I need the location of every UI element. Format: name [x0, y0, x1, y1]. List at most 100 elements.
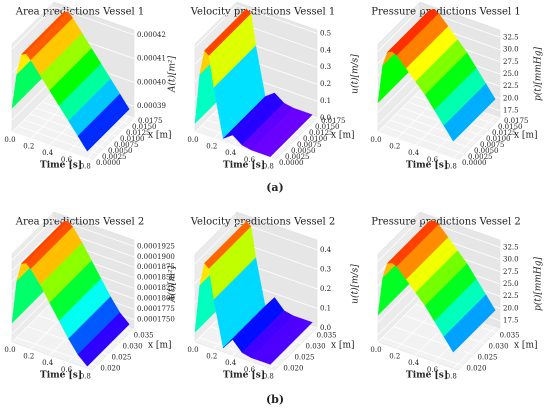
grid-line	[377, 89, 421, 133]
x-axis-label: Time [s]	[40, 161, 82, 171]
z-tick-label: 30.0	[503, 256, 519, 264]
x-tick-label: 0.8	[263, 372, 274, 380]
z-tick-label: 0.0001900	[137, 253, 175, 261]
z-tick-label: 20.0	[503, 94, 519, 102]
panel: Area predictions Vessel 2 0.0001750 0.0001…	[4, 211, 178, 381]
z-tick-label: 0.0001750	[137, 316, 175, 324]
chart-title: Pressure predictions Vessel 2	[371, 217, 520, 228]
z-axis-label: p(t)[mmHg]	[533, 46, 544, 101]
z-tick-label: 0.0001875	[137, 263, 175, 271]
panel: Velocity predictions Vessel 2 0.0 0.1 0.2 0.…	[187, 211, 361, 381]
z-tick-label: 0.0	[320, 114, 331, 122]
x-tick-label: 0.0	[4, 136, 15, 144]
x-tick-label: 0.2	[389, 353, 400, 361]
surface-strip	[443, 118, 461, 142]
surface-strip	[260, 353, 278, 365]
x-tick-label: 0.4	[42, 359, 54, 367]
surface-strip	[260, 146, 278, 157]
x-tick-label: 0.6	[244, 156, 256, 164]
grid-line	[11, 6, 135, 50]
y-tick-label: 0.0150	[315, 123, 340, 131]
z-tick-label: 17.5	[503, 107, 519, 115]
grid-line	[11, 131, 93, 161]
y-tick-label: 0.0125	[309, 129, 334, 137]
z-axis-label: A(t)[m²]	[167, 265, 178, 303]
surface-strip	[77, 347, 95, 367]
grid-line	[11, 299, 55, 343]
x-tick-label: 0.0	[187, 346, 198, 354]
x-tick-label: 0.4	[225, 149, 237, 157]
grid-line	[11, 228, 135, 272]
chart-title: Area predictions Vessel 2	[15, 217, 145, 228]
y-tick-label: 0.0175	[504, 117, 529, 125]
z-axis-label: A(t)[m²]	[167, 55, 178, 93]
z-tick-label: 17.5	[503, 317, 519, 325]
x-tick-label: 0.8	[446, 372, 457, 380]
y-tick-label: 0.0025	[102, 153, 127, 161]
x-tick-label: 0.4	[42, 149, 54, 157]
chart-title: Pressure predictions Vessel 1	[371, 7, 520, 18]
grid-line	[453, 326, 496, 369]
surface-strip	[443, 329, 461, 353]
y-tick-label: 0.0100	[303, 135, 328, 143]
x-axis-label: Time [s]	[406, 161, 448, 171]
y-axis-label: x [m]	[331, 131, 355, 141]
y-tick-label: 0.0175	[321, 117, 346, 125]
panel: Area predictions Vessel 1 0.00039 0.00040 0…	[4, 1, 178, 171]
x-tick-label: 0.8	[80, 162, 91, 170]
x-tick-label: 0.2	[23, 353, 34, 361]
y-tick-label: 0.030	[306, 342, 326, 350]
grid-line	[377, 131, 459, 161]
x-tick-label: 0.8	[80, 372, 91, 380]
grid-line	[270, 326, 313, 369]
grid-line	[395, 113, 477, 143]
chart-title: Velocity predictions Vessel 1	[190, 7, 336, 18]
x-tick-label: 0.6	[427, 366, 439, 374]
panel: Pressure predictions Vessel 2 17.5 20.0 22.…	[370, 211, 544, 381]
y-tick-label: 0.0025	[285, 153, 310, 161]
grid-line	[194, 4, 318, 48]
x-tick-label: 0.8	[263, 162, 274, 170]
y-tick-label: 0.0125	[126, 129, 151, 137]
y-tick-label: 0.0075	[297, 141, 322, 149]
z-tick-label: 0.5	[320, 29, 331, 37]
y-tick-label: 0.0075	[114, 141, 139, 149]
y-axis-label: x [m]	[148, 131, 172, 141]
y-tick-label: 0.020	[466, 365, 486, 373]
x-tick-label: 0.4	[225, 359, 237, 367]
z-axis-label: u(t)[m/s]	[350, 54, 361, 94]
y-tick-label: 0.0000	[462, 159, 487, 167]
y-axis-label: x [m]	[148, 341, 172, 351]
z-tick-label: 0.0001775	[137, 305, 175, 313]
panel: Pressure predictions Vessel 1 17.5 20.0 22.…	[370, 1, 544, 171]
chart-title: Velocity predictions Vessel 2	[190, 217, 336, 228]
x-axis-label: Time [s]	[40, 371, 82, 381]
z-tick-label: 25.0	[503, 280, 519, 288]
y-tick-label: 0.0050	[291, 147, 316, 155]
z-tick-label: 0.2	[320, 285, 331, 293]
y-tick-label: 0.0050	[474, 147, 499, 155]
grid-line	[194, 131, 276, 161]
y-tick-label: 0.025	[477, 354, 497, 362]
panel-label: (b)	[266, 393, 284, 406]
x-tick-label: 0.0	[4, 346, 15, 354]
chart-title: Area predictions Vessel 1	[15, 7, 145, 18]
y-tick-label: 0.0100	[120, 135, 145, 143]
panel-label: (a)	[266, 181, 284, 194]
x-axis-label: Time [s]	[406, 371, 448, 381]
grid-line	[393, 326, 474, 355]
z-tick-label: 0.0001800	[137, 295, 175, 303]
z-tick-label: 0.2	[320, 80, 331, 88]
x-tick-label: 0.8	[446, 162, 457, 170]
y-tick-label: 0.025	[294, 354, 314, 362]
x-axis-label: Time [s]	[223, 161, 265, 171]
z-tick-label: 32.5	[503, 33, 519, 41]
x-tick-label: 0.6	[427, 156, 439, 164]
z-tick-label: 0.00041	[137, 55, 166, 63]
grid-line	[377, 8, 501, 52]
y-tick-label: 0.020	[100, 365, 120, 373]
y-axis-label: x [m]	[514, 341, 538, 351]
y-tick-label: 0.025	[111, 354, 131, 362]
y-tick-label: 0.0150	[132, 123, 157, 131]
x-tick-label: 0.6	[61, 366, 73, 374]
